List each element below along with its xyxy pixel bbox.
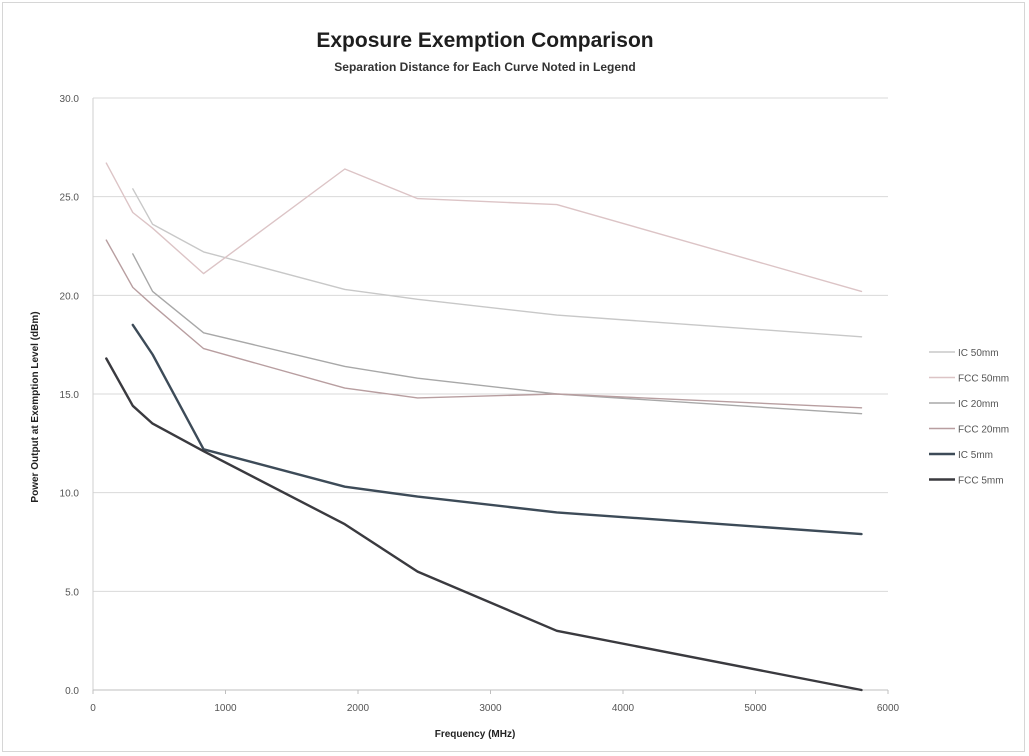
legend-label-ic-20mm: IC 20mm [958, 399, 999, 410]
x-axis-ticks: 0 1000 2000 3000 4000 5000 6000 [90, 690, 900, 714]
series-line-ic-50mm [132, 188, 863, 338]
chart-title: Exposure Exemption Comparison [316, 29, 653, 52]
x-tick-label: 2000 [347, 703, 370, 714]
y-tick-label: 10.0 [60, 489, 80, 500]
legend-label-ic-50mm: IC 50mm [958, 348, 999, 359]
y-tick-label: 25.0 [60, 193, 80, 204]
legend-label-fcc-20mm: FCC 20mm [958, 425, 1009, 436]
series-line-ic-5mm [131, 323, 863, 536]
chart-subtitle: Separation Distance for Each Curve Noted… [334, 60, 635, 74]
x-axis-title: Frequency (MHz) [435, 729, 516, 740]
legend: IC 50mm FCC 50mm IC 20mm FCC 20mm IC 5mm FCC … [929, 348, 1009, 487]
y-tick-label: 20.0 [60, 291, 80, 302]
legend-label-fcc-5mm: FCC 5mm [958, 476, 1004, 487]
y-tick-label: 30.0 [60, 94, 80, 105]
y-tick-label: 5.0 [65, 587, 79, 598]
x-tick-label: 3000 [479, 703, 502, 714]
legend-label-fcc-50mm: FCC 50mm [958, 374, 1009, 385]
x-tick-label: 5000 [744, 703, 767, 714]
series-line-fcc-5mm [105, 357, 863, 692]
y-tick-label: 0.0 [65, 686, 79, 697]
chart: Exposure Exemption Comparison Separation… [30, 29, 1009, 740]
y-tick-label: 15.0 [60, 390, 80, 401]
gridlines [92, 97, 888, 691]
x-tick-label: 0 [90, 703, 96, 714]
x-tick-label: 1000 [214, 703, 237, 714]
series-line-ic-20mm [132, 253, 863, 415]
series-line-fcc-50mm [105, 162, 863, 293]
y-axis-ticks: 0.0 5.0 10.0 15.0 20.0 25.0 30.0 [60, 94, 80, 697]
x-tick-label: 6000 [877, 703, 900, 714]
series-lines [105, 162, 863, 692]
x-tick-label: 4000 [612, 703, 635, 714]
legend-label-ic-5mm: IC 5mm [958, 450, 993, 461]
series-line-fcc-20mm [105, 239, 863, 409]
y-axis-title: Power Output at Exemption Level (dBm) [30, 311, 41, 502]
